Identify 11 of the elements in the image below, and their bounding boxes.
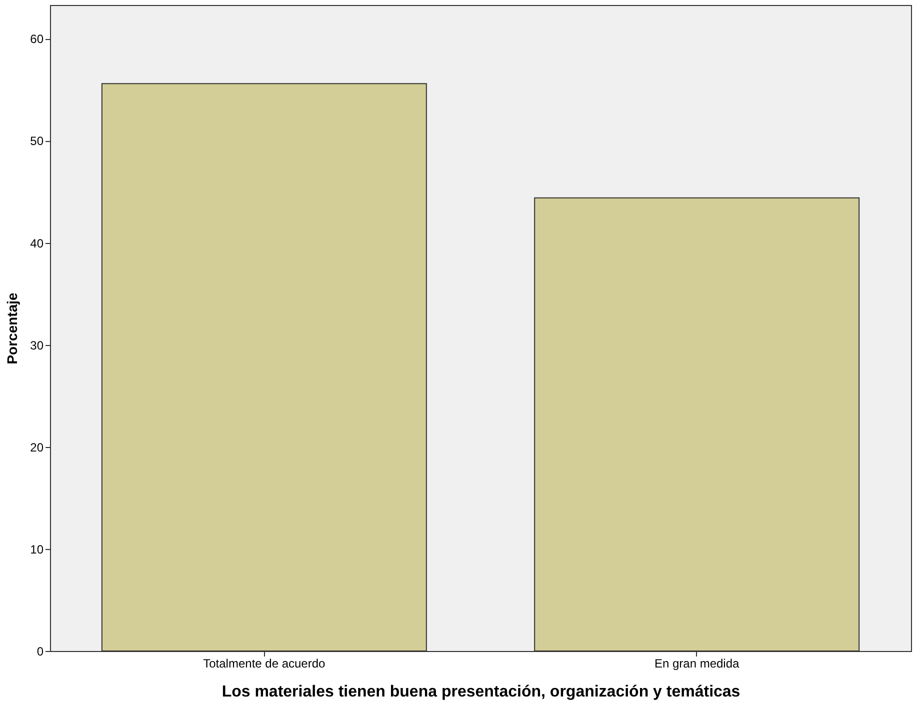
y-axis-title: Porcentaje [4, 292, 20, 364]
y-tick-label: 60 [30, 32, 44, 46]
x-tick-label: En gran medida [654, 656, 740, 670]
x-tick-label: Totalmente de acuerdo [203, 656, 326, 670]
y-tick-label: 50 [30, 134, 44, 148]
y-tick-label: 0 [36, 644, 44, 658]
y-tick-label: 10 [30, 542, 44, 556]
y-tick-label: 30 [30, 338, 44, 352]
y-tick-label: 20 [30, 440, 44, 454]
x-axis-title: Los materiales tienen buena presentación, organización y temáticas [222, 684, 740, 700]
y-tick-label: 40 [30, 236, 44, 250]
